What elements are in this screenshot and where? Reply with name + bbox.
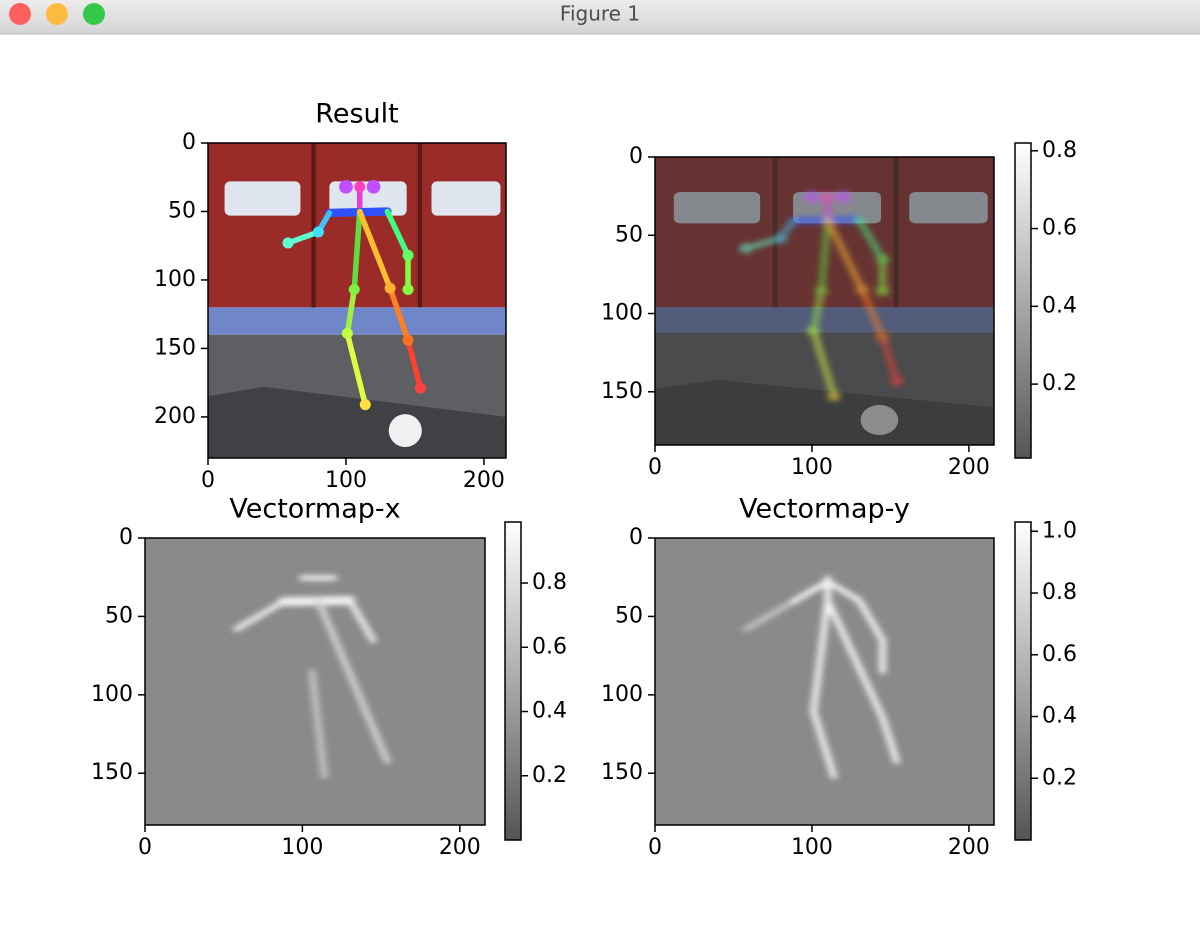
y-tick-label: 100: [601, 301, 643, 326]
y-tick-label: 50: [615, 222, 643, 247]
x-tick-label: 0: [648, 455, 662, 480]
colorbar-tick-label: 0.8: [532, 570, 567, 595]
axes-frame: [654, 156, 995, 446]
x-tick-label: 100: [791, 835, 833, 860]
axes-title: Vectormap-x: [229, 494, 400, 525]
zoom-button[interactable]: [83, 3, 105, 25]
colorbar-tick-label: 0.2: [1042, 371, 1077, 396]
x-tick-label: 200: [948, 455, 990, 480]
y-tick-label: 200: [154, 404, 196, 429]
y-tick-label: 0: [629, 525, 643, 550]
x-tick-label: 200: [463, 468, 505, 493]
x-tick-label: 100: [281, 835, 323, 860]
colorbar-tick-label: 0.6: [1042, 642, 1077, 667]
colorbar-tick-label: 0.4: [532, 699, 567, 724]
y-tick-label: 100: [91, 682, 133, 707]
result-image: [208, 143, 506, 458]
x-tick-label: 100: [791, 455, 833, 480]
colorbar: [1014, 521, 1032, 841]
close-button[interactable]: [9, 3, 31, 25]
y-tick-label: 150: [601, 760, 643, 785]
y-tick-label: 0: [182, 130, 196, 155]
y-tick-label: 50: [615, 603, 643, 628]
axes-frame: [207, 142, 507, 459]
colorbar-tick-label: 0.4: [1042, 293, 1077, 318]
heatmap-image: [655, 157, 994, 445]
x-tick-label: 0: [138, 835, 152, 860]
colorbar-tick-label: 1.0: [1042, 518, 1077, 543]
axes-title: Vectormap-y: [739, 494, 910, 525]
x-tick-label: 200: [948, 835, 990, 860]
x-tick-label: 0: [648, 835, 662, 860]
colorbar-tick-label: 0.8: [1042, 580, 1077, 605]
colorbar-tick-label: 0.2: [1042, 765, 1077, 790]
vectormap-x-image: [145, 538, 485, 825]
y-tick-label: 0: [629, 144, 643, 169]
y-tick-label: 100: [601, 682, 643, 707]
colorbar-tick-label: 0.6: [532, 634, 567, 659]
axes-frame: [144, 537, 486, 826]
colorbar: [1014, 142, 1032, 459]
colorbar-tick-label: 0.8: [1042, 138, 1077, 163]
title-bar: [0, 0, 1200, 34]
y-tick-label: 50: [168, 198, 196, 223]
colorbar-tick-label: 0.4: [1042, 704, 1077, 729]
x-tick-label: 100: [325, 468, 367, 493]
window-title: Figure 1: [560, 2, 640, 26]
colorbar: [504, 521, 522, 841]
y-tick-label: 150: [91, 760, 133, 785]
vectormap-y-image: [655, 538, 994, 825]
y-tick-label: 50: [105, 603, 133, 628]
x-tick-label: 0: [201, 468, 215, 493]
y-tick-label: 100: [154, 267, 196, 292]
y-tick-label: 0: [119, 525, 133, 550]
y-tick-label: 150: [601, 379, 643, 404]
axes-title: Result: [315, 99, 398, 130]
x-tick-label: 200: [439, 835, 481, 860]
colorbar-tick-label: 0.2: [532, 763, 567, 788]
y-tick-label: 150: [154, 335, 196, 360]
axes-frame: [654, 537, 995, 826]
minimize-button[interactable]: [46, 3, 68, 25]
colorbar-tick-label: 0.6: [1042, 216, 1077, 241]
